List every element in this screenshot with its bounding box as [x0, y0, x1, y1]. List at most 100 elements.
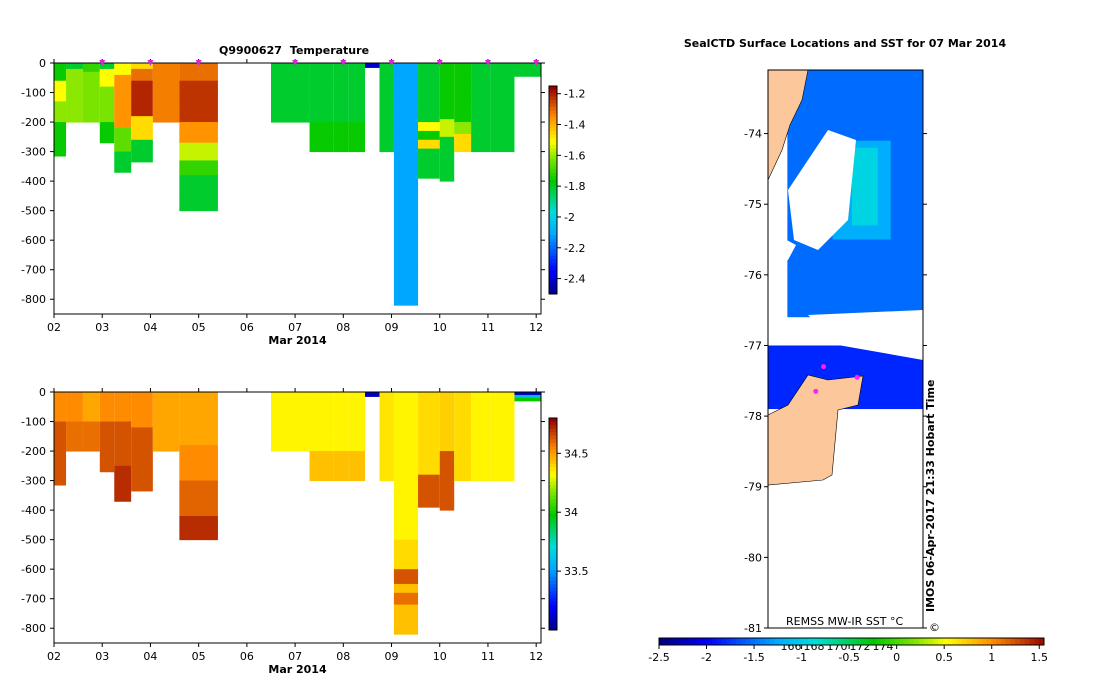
- colorbar-cell: [549, 446, 557, 451]
- heatmap-cell: [179, 418, 218, 428]
- heatmap-cell: [99, 122, 115, 127]
- heatmap-cell: [82, 426, 100, 432]
- heatmap-cell: [114, 135, 132, 141]
- x-tick-label: 03: [95, 321, 109, 334]
- heatmap-cell: [66, 421, 83, 427]
- heatmap-cell: [333, 455, 349, 462]
- colorbar-cell: [750, 638, 756, 645]
- heatmap-cell: [379, 451, 394, 467]
- heatmap-cell: [82, 71, 100, 81]
- colorbar-cell: [549, 290, 557, 295]
- heatmap-cell: [131, 68, 153, 72]
- profile-marker: [533, 60, 540, 66]
- heatmap-cell: [454, 145, 472, 150]
- heatmap-cell: [54, 94, 67, 99]
- heatmap-cell: [131, 120, 153, 125]
- heatmap-cell: [439, 441, 455, 452]
- heatmap-cell: [54, 65, 67, 70]
- heatmap-cell: [333, 136, 349, 143]
- heatmap-cell: [418, 133, 440, 136]
- colorbar-cell: [885, 638, 891, 645]
- heatmap-cell: [82, 68, 100, 71]
- heatmap-cell: [333, 141, 349, 148]
- temperature-section-chart: 0 -100 -200 -300 -400 -500 -600 -700 -800 02 03 04 0…: [21, 57, 585, 347]
- colorbar-cell: [549, 601, 557, 606]
- profile-column: [131, 63, 153, 163]
- profile-column: [54, 63, 67, 157]
- heatmap-cell: [179, 108, 218, 116]
- heatmap-cell: [131, 98, 153, 105]
- heatmap-cell: [114, 155, 132, 159]
- heatmap-cell: [365, 63, 380, 65]
- heatmap-cell: [179, 492, 218, 499]
- heatmap-cell: [454, 451, 472, 467]
- heatmap-cell: [454, 102, 472, 113]
- heatmap-cell: [114, 471, 132, 479]
- heatmap-cell: [270, 82, 310, 94]
- heatmap-cell: [131, 427, 153, 439]
- heatmap-cell: [333, 92, 349, 103]
- heatmap-cell: [348, 136, 366, 143]
- heatmap-cell: [179, 77, 218, 82]
- heatmap-cell: [66, 64, 83, 67]
- heatmap-cell: [393, 441, 419, 467]
- colorbar-cell: [745, 638, 751, 645]
- colorbar-cell: [832, 638, 838, 645]
- heatmap-cell: [348, 465, 366, 472]
- heatmap-cell: [131, 158, 153, 163]
- heatmap-cell: [66, 426, 83, 432]
- heatmap-cell: [114, 443, 132, 452]
- colorbar-cell: [549, 179, 557, 184]
- profile-column: [114, 63, 132, 173]
- heatmap-cell: [99, 416, 115, 423]
- colorbar-cell: [549, 151, 557, 156]
- heatmap-cell: [439, 431, 455, 442]
- profile-marker: [195, 60, 202, 66]
- heatmap-cell: [179, 175, 218, 182]
- colorbar-cell: [549, 584, 557, 589]
- heatmap-cell: [379, 136, 394, 153]
- colorbar-cell: [549, 506, 557, 511]
- colorbar-cell: [933, 638, 939, 645]
- heatmap-cell: [270, 411, 310, 423]
- heatmap-cell: [152, 82, 180, 94]
- colorbar-cell: [549, 534, 557, 539]
- heatmap-cell: [333, 475, 349, 482]
- heatmap-cell: [54, 463, 67, 475]
- heatmap-cell: [179, 187, 218, 194]
- colorbar-cell: [549, 580, 557, 585]
- colorbar-cell: [549, 259, 557, 264]
- x-tick-label: 12: [529, 650, 543, 663]
- heatmap-cell: [393, 619, 419, 625]
- heatmap-cell: [66, 411, 83, 418]
- heatmap-cell: [309, 146, 334, 153]
- heatmap-cell: [365, 393, 380, 395]
- colorbar-cell: [549, 608, 557, 613]
- heatmap-cell: [54, 91, 67, 95]
- colorbar-cell: [549, 86, 557, 90]
- heatmap-cell: [54, 127, 67, 134]
- profile-column: [152, 392, 180, 452]
- heatmap-cell: [114, 406, 132, 413]
- heatmap-cell: [365, 392, 380, 394]
- heatmap-cell: [454, 129, 472, 133]
- heatmap-cell: [514, 63, 541, 66]
- heatmap-cell: [131, 67, 153, 70]
- heatmap-cell: [54, 108, 67, 113]
- heatmap-cell: [490, 107, 515, 123]
- heatmap-cell: [418, 142, 440, 145]
- heatmap-cell: [514, 69, 541, 73]
- profile-column: [514, 63, 541, 77]
- colorbar-cell: [841, 638, 848, 645]
- heatmap-cell: [82, 63, 100, 65]
- heatmap-cell: [54, 133, 67, 140]
- colorbar-cell: [549, 200, 557, 205]
- colorbar-cell: [549, 214, 557, 219]
- heatmap-cell: [393, 609, 419, 615]
- heatmap-cell: [418, 148, 440, 155]
- heatmap-cell: [82, 67, 100, 70]
- heatmap-cell: [393, 465, 419, 491]
- heatmap-cell: [439, 63, 455, 73]
- colorbar-cell: [549, 155, 557, 160]
- colorbar-cell: [808, 638, 814, 645]
